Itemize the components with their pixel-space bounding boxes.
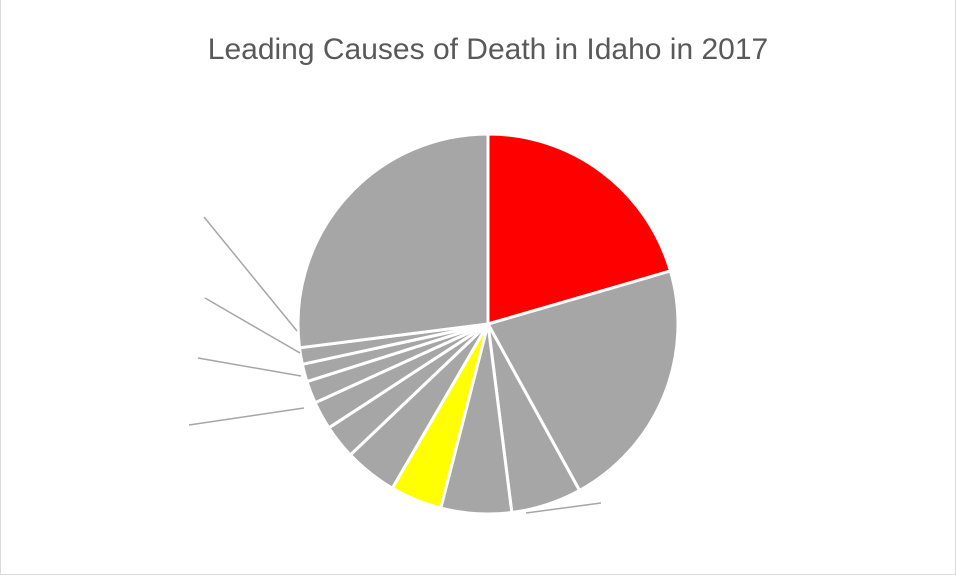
leader-line-3 [197, 357, 302, 377]
pie-slice-12 [296, 132, 490, 350]
leader-lines [188, 216, 602, 514]
pie-slice-2 [486, 269, 680, 492]
leader-line-5 [203, 216, 298, 332]
pie-slices [296, 132, 680, 516]
leader-line-2 [188, 407, 305, 426]
pie-slice-1 [486, 132, 672, 326]
leader-line-4 [204, 297, 301, 354]
leader-line-1 [525, 502, 602, 514]
chart-title: Leading Causes of Death in Idaho in 2017 [208, 33, 768, 66]
